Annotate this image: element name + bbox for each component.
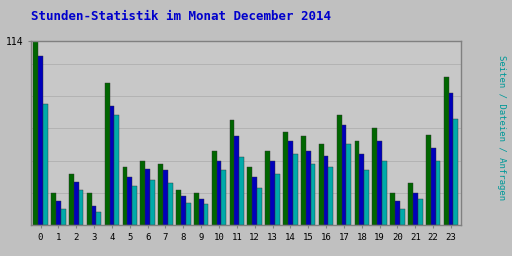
Bar [324, 156, 329, 225]
Bar [293, 154, 297, 225]
Bar [221, 170, 226, 225]
Bar [444, 77, 449, 225]
Bar [413, 193, 418, 225]
Bar [127, 177, 132, 225]
Bar [158, 164, 163, 225]
Bar [199, 199, 204, 225]
Bar [163, 170, 168, 225]
Bar [283, 132, 288, 225]
Bar [395, 201, 400, 225]
Bar [288, 141, 293, 225]
Bar [265, 151, 270, 225]
Bar [275, 174, 280, 225]
Bar [74, 182, 79, 225]
Bar [270, 161, 275, 225]
Bar [359, 154, 364, 225]
Bar [382, 161, 387, 225]
Bar [38, 56, 43, 225]
Bar [354, 141, 359, 225]
Bar [408, 183, 413, 225]
Bar [79, 190, 83, 225]
Bar [252, 177, 257, 225]
Bar [145, 169, 150, 225]
Bar [436, 161, 440, 225]
Bar [247, 167, 252, 225]
Bar [104, 83, 110, 225]
Bar [301, 136, 306, 225]
Bar [234, 136, 239, 225]
Bar [217, 161, 221, 225]
Bar [92, 206, 96, 225]
Bar [449, 93, 454, 225]
Bar [150, 180, 155, 225]
Bar [43, 104, 48, 225]
Bar [390, 193, 395, 225]
Bar [33, 41, 38, 225]
Bar [229, 120, 234, 225]
Bar [346, 144, 351, 225]
Bar [132, 186, 137, 225]
Bar [122, 167, 127, 225]
Bar [176, 190, 181, 225]
Bar [168, 183, 173, 225]
Bar [319, 144, 324, 225]
Bar [56, 201, 61, 225]
Bar [342, 125, 346, 225]
Bar [431, 148, 436, 225]
Bar [87, 193, 92, 225]
Bar [364, 170, 369, 225]
Bar [257, 188, 262, 225]
Bar [186, 203, 190, 225]
Bar [454, 119, 458, 225]
Bar [337, 115, 342, 225]
Bar [96, 212, 101, 225]
Text: Seiten / Dateien / Anfragen: Seiten / Dateien / Anfragen [497, 56, 506, 200]
Bar [311, 164, 315, 225]
Bar [212, 151, 217, 225]
Bar [181, 196, 186, 225]
Bar [194, 193, 199, 225]
Bar [329, 167, 333, 225]
Bar [51, 193, 56, 225]
Bar [377, 141, 382, 225]
Bar [110, 106, 114, 225]
Bar [426, 135, 431, 225]
Bar [372, 128, 377, 225]
Bar [418, 199, 422, 225]
Bar [61, 209, 66, 225]
Text: Stunden-Statistik im Monat December 2014: Stunden-Statistik im Monat December 2014 [31, 10, 331, 23]
Bar [306, 151, 311, 225]
Bar [204, 204, 208, 225]
Bar [114, 115, 119, 225]
Bar [400, 209, 404, 225]
Bar [239, 157, 244, 225]
Bar [69, 174, 74, 225]
Bar [140, 161, 145, 225]
